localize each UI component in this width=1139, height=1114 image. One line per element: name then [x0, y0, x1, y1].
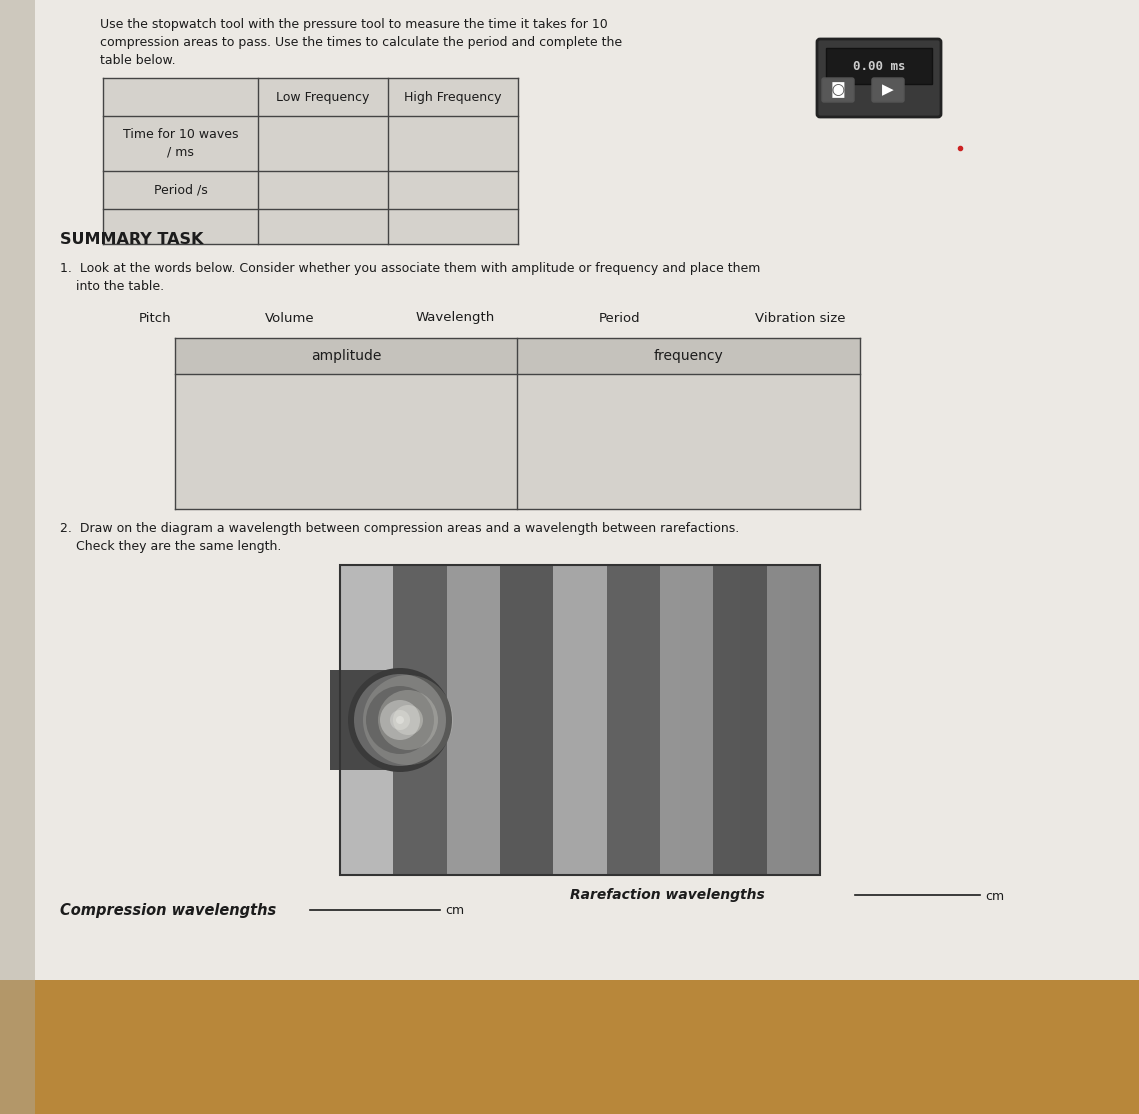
Bar	[749, 565, 760, 874]
Text: Period: Period	[599, 312, 641, 324]
Bar	[659, 565, 713, 874]
Bar	[680, 565, 690, 874]
Text: Volume: Volume	[265, 312, 314, 324]
Circle shape	[354, 674, 446, 766]
Bar	[810, 565, 820, 874]
Bar	[800, 565, 810, 874]
Text: cm: cm	[985, 890, 1005, 903]
FancyBboxPatch shape	[822, 78, 854, 102]
Bar	[670, 565, 680, 874]
Bar	[0, 980, 1139, 1114]
Text: Low Frequency: Low Frequency	[277, 90, 370, 104]
Bar	[760, 565, 770, 874]
Bar	[767, 565, 820, 874]
Bar	[713, 565, 767, 874]
Text: Period /s: Period /s	[154, 184, 207, 196]
Bar	[690, 565, 700, 874]
Text: Check they are the same length.: Check they are the same length.	[60, 540, 281, 553]
Bar	[0, 0, 35, 1114]
Bar	[175, 338, 860, 509]
Bar	[341, 565, 820, 874]
Text: into the table.: into the table.	[60, 280, 164, 293]
Circle shape	[396, 716, 404, 724]
Text: ◙: ◙	[830, 82, 845, 98]
Circle shape	[349, 668, 452, 772]
Bar	[826, 48, 932, 84]
Text: Use the stopwatch tool with the pressure tool to measure the time it takes for 1: Use the stopwatch tool with the pressure…	[100, 18, 608, 31]
Bar	[330, 670, 400, 770]
Text: Wavelength: Wavelength	[416, 312, 494, 324]
Bar	[341, 565, 820, 874]
FancyBboxPatch shape	[872, 78, 904, 102]
Bar	[393, 565, 446, 874]
Circle shape	[393, 705, 423, 735]
Text: 1.  Look at the words below. Consider whether you associate them with amplitude : 1. Look at the words below. Consider whe…	[60, 262, 761, 275]
Circle shape	[378, 690, 439, 750]
Text: SUMMARY TASK: SUMMARY TASK	[60, 232, 204, 247]
Bar	[730, 565, 740, 874]
Text: High Frequency: High Frequency	[404, 90, 502, 104]
Text: Compression wavelengths: Compression wavelengths	[60, 902, 277, 918]
Text: 0.00 ms: 0.00 ms	[853, 59, 906, 72]
Text: 2.  Draw on the diagram a wavelength between compression areas and a wavelength : 2. Draw on the diagram a wavelength betw…	[60, 522, 739, 535]
Text: ▶: ▶	[882, 82, 894, 98]
Text: table below.: table below.	[100, 53, 175, 67]
FancyBboxPatch shape	[817, 39, 941, 117]
Text: amplitude: amplitude	[311, 349, 382, 363]
Bar	[700, 565, 710, 874]
Circle shape	[366, 686, 434, 754]
Text: compression areas to pass. Use the times to calculate the period and complete th: compression areas to pass. Use the times…	[100, 36, 622, 49]
Bar	[500, 565, 554, 874]
Circle shape	[363, 675, 453, 765]
Text: cm: cm	[445, 903, 464, 917]
Text: Pitch: Pitch	[139, 312, 171, 324]
Bar	[175, 338, 860, 374]
Bar	[740, 565, 749, 874]
Text: Time for 10 waves
/ ms: Time for 10 waves / ms	[123, 128, 238, 158]
Bar	[607, 565, 659, 874]
Bar	[770, 565, 780, 874]
Circle shape	[380, 700, 420, 740]
Bar	[554, 565, 607, 874]
Circle shape	[390, 710, 410, 730]
Bar	[780, 565, 790, 874]
Bar	[790, 565, 800, 874]
Bar	[720, 565, 730, 874]
Text: Rarefaction wavelengths: Rarefaction wavelengths	[570, 888, 764, 902]
Bar	[446, 565, 500, 874]
Bar	[710, 565, 720, 874]
Bar	[341, 565, 393, 874]
Bar	[103, 78, 518, 244]
Text: Vibration size: Vibration size	[755, 312, 845, 324]
Text: frequency: frequency	[653, 349, 723, 363]
